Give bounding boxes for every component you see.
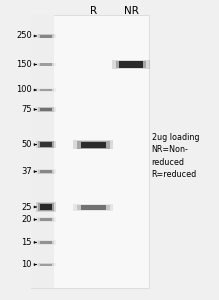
Bar <box>39 34 52 38</box>
Bar <box>38 63 54 66</box>
Text: 75: 75 <box>21 105 32 114</box>
Bar <box>30 15 54 288</box>
Text: NR: NR <box>124 5 139 16</box>
Bar <box>36 202 56 212</box>
Bar <box>39 241 52 244</box>
Text: R: R <box>90 5 97 16</box>
Bar <box>36 88 56 92</box>
Bar <box>116 61 146 68</box>
Bar <box>77 205 110 210</box>
Bar <box>36 106 56 112</box>
Bar <box>39 108 52 111</box>
Bar <box>119 61 143 68</box>
Bar <box>73 204 113 211</box>
Bar <box>81 206 106 210</box>
Text: 50: 50 <box>21 140 32 149</box>
Bar <box>39 204 52 210</box>
Bar <box>38 218 54 221</box>
Bar <box>36 63 56 66</box>
Text: 10: 10 <box>21 260 32 269</box>
Bar <box>39 264 52 266</box>
Text: 20: 20 <box>21 215 32 224</box>
Text: 150: 150 <box>16 60 32 69</box>
Bar <box>36 218 56 222</box>
Bar <box>38 107 54 112</box>
Bar <box>36 141 56 148</box>
Bar <box>38 88 54 92</box>
Bar <box>38 263 54 266</box>
Bar <box>39 63 52 66</box>
Text: 2ug loading
NR=Non-
reduced
R=reduced: 2ug loading NR=Non- reduced R=reduced <box>152 133 199 179</box>
Bar <box>39 218 52 221</box>
Bar <box>38 203 54 211</box>
Text: 15: 15 <box>21 238 32 247</box>
Bar <box>73 140 113 149</box>
Bar <box>36 263 56 266</box>
Bar <box>30 15 149 288</box>
Text: 37: 37 <box>21 167 32 176</box>
Text: 250: 250 <box>16 32 32 40</box>
Bar <box>38 170 54 173</box>
Bar <box>81 142 106 148</box>
Bar <box>38 142 54 148</box>
Bar <box>77 141 110 148</box>
Bar <box>112 60 150 69</box>
Bar <box>36 240 56 244</box>
Bar <box>36 169 56 174</box>
Bar <box>36 34 56 38</box>
Bar <box>39 170 52 173</box>
Text: 100: 100 <box>16 85 32 94</box>
Bar <box>38 241 54 244</box>
Text: 25: 25 <box>21 202 32 211</box>
Bar <box>38 34 54 38</box>
Bar <box>39 142 52 147</box>
Bar <box>39 89 52 91</box>
